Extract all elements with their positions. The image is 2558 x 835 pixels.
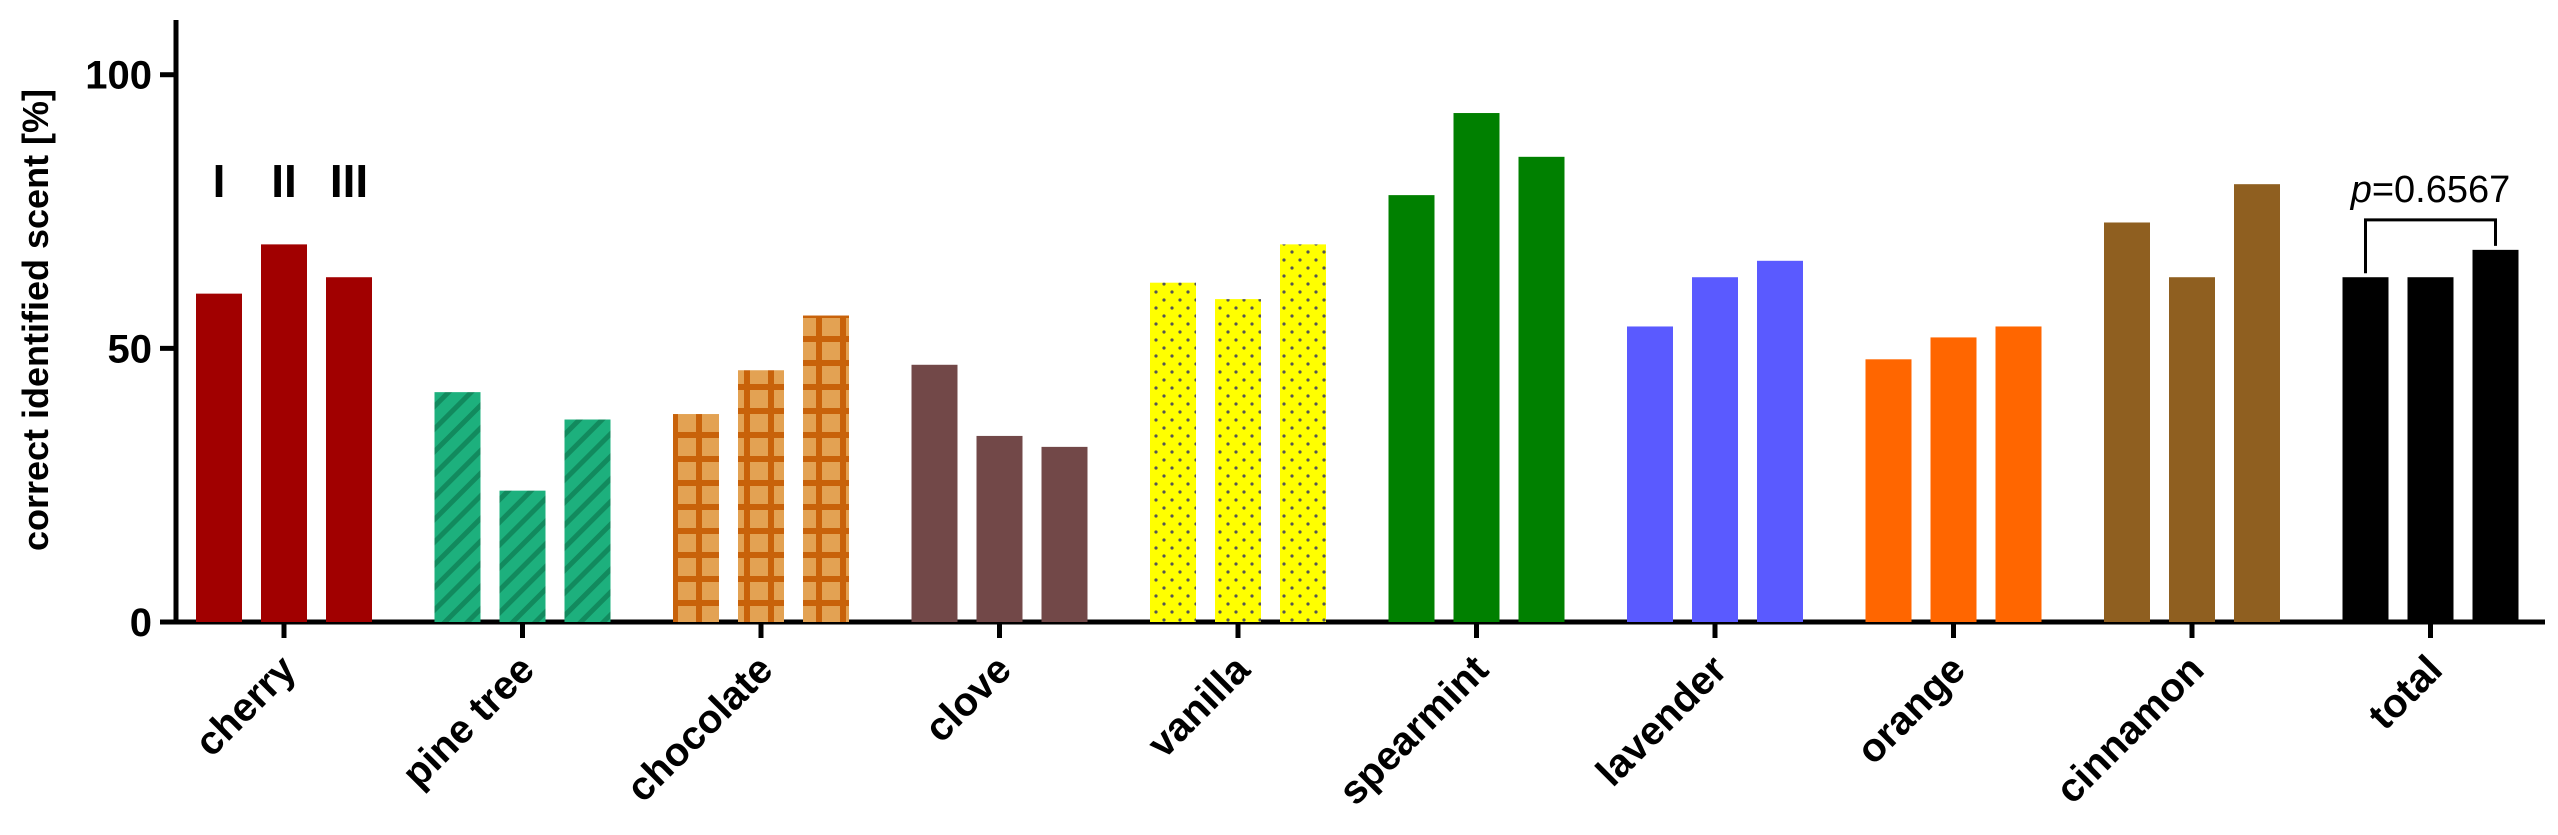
x-tick-label: chocolate — [618, 647, 781, 810]
bar — [803, 315, 849, 622]
x-tick-label: spearmint — [1331, 647, 1497, 813]
bar — [911, 364, 958, 622]
bar — [434, 392, 481, 622]
y-tick-label: 100 — [85, 54, 152, 98]
bar — [261, 244, 307, 622]
bar — [1692, 277, 1738, 622]
bar — [1150, 282, 1196, 622]
x-tick-label: clove — [916, 647, 1019, 750]
bar — [499, 490, 546, 622]
bar — [1995, 326, 2042, 622]
bar — [326, 277, 372, 622]
bar — [196, 293, 242, 622]
bar — [1453, 113, 1500, 622]
annotation-text: =0.6567 — [2372, 169, 2510, 211]
bar — [2169, 277, 2215, 622]
x-tick-label: total — [2360, 647, 2451, 738]
bar — [2234, 184, 2280, 622]
bar — [1280, 244, 1326, 622]
series-label: I — [213, 155, 226, 207]
bar — [1930, 337, 1977, 622]
x-tick-label: pine tree — [394, 647, 543, 796]
bar — [976, 435, 1023, 622]
bar — [1041, 446, 1088, 622]
bar — [673, 414, 719, 622]
bar — [1865, 359, 1912, 622]
x-tick-label: lavender — [1588, 647, 1735, 794]
series-label: II — [271, 155, 297, 207]
significance-bracket — [2364, 218, 2497, 274]
bar — [1215, 299, 1261, 622]
x-tick-label: orange — [1848, 647, 1973, 772]
y-axis-label: correct identified scent [%] — [15, 89, 56, 551]
bar — [2472, 249, 2519, 622]
annotation: p=0.6567 — [2350, 169, 2511, 211]
bar — [2104, 222, 2150, 622]
bar — [1518, 156, 1565, 622]
y-tick-label: 50 — [108, 327, 153, 371]
x-tick-label: cherry — [187, 647, 305, 765]
y-tick-label: 0 — [130, 601, 152, 645]
bar — [1757, 260, 1803, 622]
bar — [1627, 326, 1673, 622]
series-label: III — [330, 155, 368, 207]
x-tick-label: cinnamon — [2048, 647, 2213, 812]
bar — [2407, 277, 2454, 622]
bar — [2342, 277, 2389, 622]
x-tick-label: vanilla — [1139, 647, 1259, 767]
bar — [1388, 195, 1435, 623]
annotation-italic: p — [2350, 169, 2372, 211]
bar — [738, 370, 784, 622]
bar — [564, 419, 611, 622]
